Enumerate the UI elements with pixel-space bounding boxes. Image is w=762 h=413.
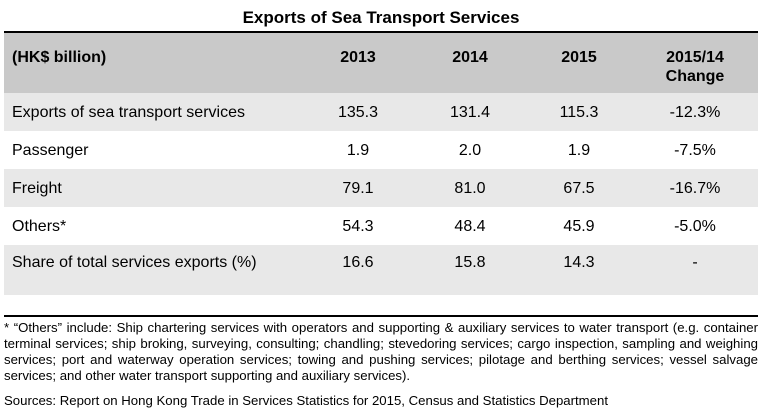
cell-2013: 79.1: [342, 179, 374, 197]
cell-2015: 45.9: [563, 217, 595, 235]
table-row: Freight 79.1 81.0 67.5 -16.7%: [4, 169, 758, 207]
cell-change: -: [692, 254, 698, 271]
cell-2014: 48.4: [454, 217, 486, 235]
row-label: Exports of sea transport services: [12, 103, 245, 121]
exports-table: (HK$ billion) 2013 2014 2015 2015/14 Cha…: [4, 33, 758, 295]
cell-2013: 16.6: [342, 254, 374, 271]
table-title: Exports of Sea Transport Services: [242, 8, 520, 27]
row-label: Others*: [12, 217, 67, 235]
row-label: Share of total services exports (%): [12, 254, 257, 271]
source-note: Sources: Report on Hong Kong Trade in Se…: [4, 393, 608, 408]
table-row: Share of total services exports (%) 16.6…: [4, 245, 758, 295]
header-2014: 2014: [452, 49, 488, 66]
header-2013: 2013: [340, 49, 376, 66]
cell-2014: 131.4: [449, 103, 491, 121]
cell-2014: 2.0: [458, 141, 482, 159]
cell-2013: 1.9: [346, 141, 370, 159]
cell-change: -12.3%: [669, 103, 721, 121]
header-change: 2015/14 Change: [632, 33, 758, 93]
cell-2015: 14.3: [563, 254, 595, 271]
header-unit: (HK$ billion): [12, 49, 107, 66]
cell-2015: 1.9: [567, 141, 591, 159]
table-row: Others* 54.3 48.4 45.9 -5.0%: [4, 207, 758, 245]
header-2015: 2015: [561, 49, 597, 66]
table-row: Exports of sea transport services 135.3 …: [4, 93, 758, 131]
table-row: Passenger 1.9 2.0 1.9 -7.5%: [4, 131, 758, 169]
cell-change: -5.0%: [674, 217, 716, 235]
row-label: Freight: [12, 179, 62, 197]
cell-change: -16.7%: [669, 179, 721, 197]
cell-2015: 115.3: [559, 103, 599, 121]
cell-2014: 15.8: [454, 254, 486, 271]
table-header-row: (HK$ billion) 2013 2014 2015 2015/14 Cha…: [4, 33, 758, 93]
footnote: * “Others” include: Ship chartering serv…: [4, 320, 758, 383]
header-change-line1: 2015/14: [666, 49, 724, 66]
row-label: Passenger: [12, 141, 89, 159]
top-rule: [4, 31, 758, 33]
cell-2013: 54.3: [342, 217, 374, 235]
cell-2013: 135.3: [337, 103, 379, 121]
header-change-line2: Change: [665, 68, 725, 85]
cell-change: -7.5%: [674, 141, 716, 159]
cell-2015: 67.5: [563, 179, 595, 197]
bottom-rule: [4, 315, 758, 317]
cell-2014: 81.0: [454, 179, 486, 197]
